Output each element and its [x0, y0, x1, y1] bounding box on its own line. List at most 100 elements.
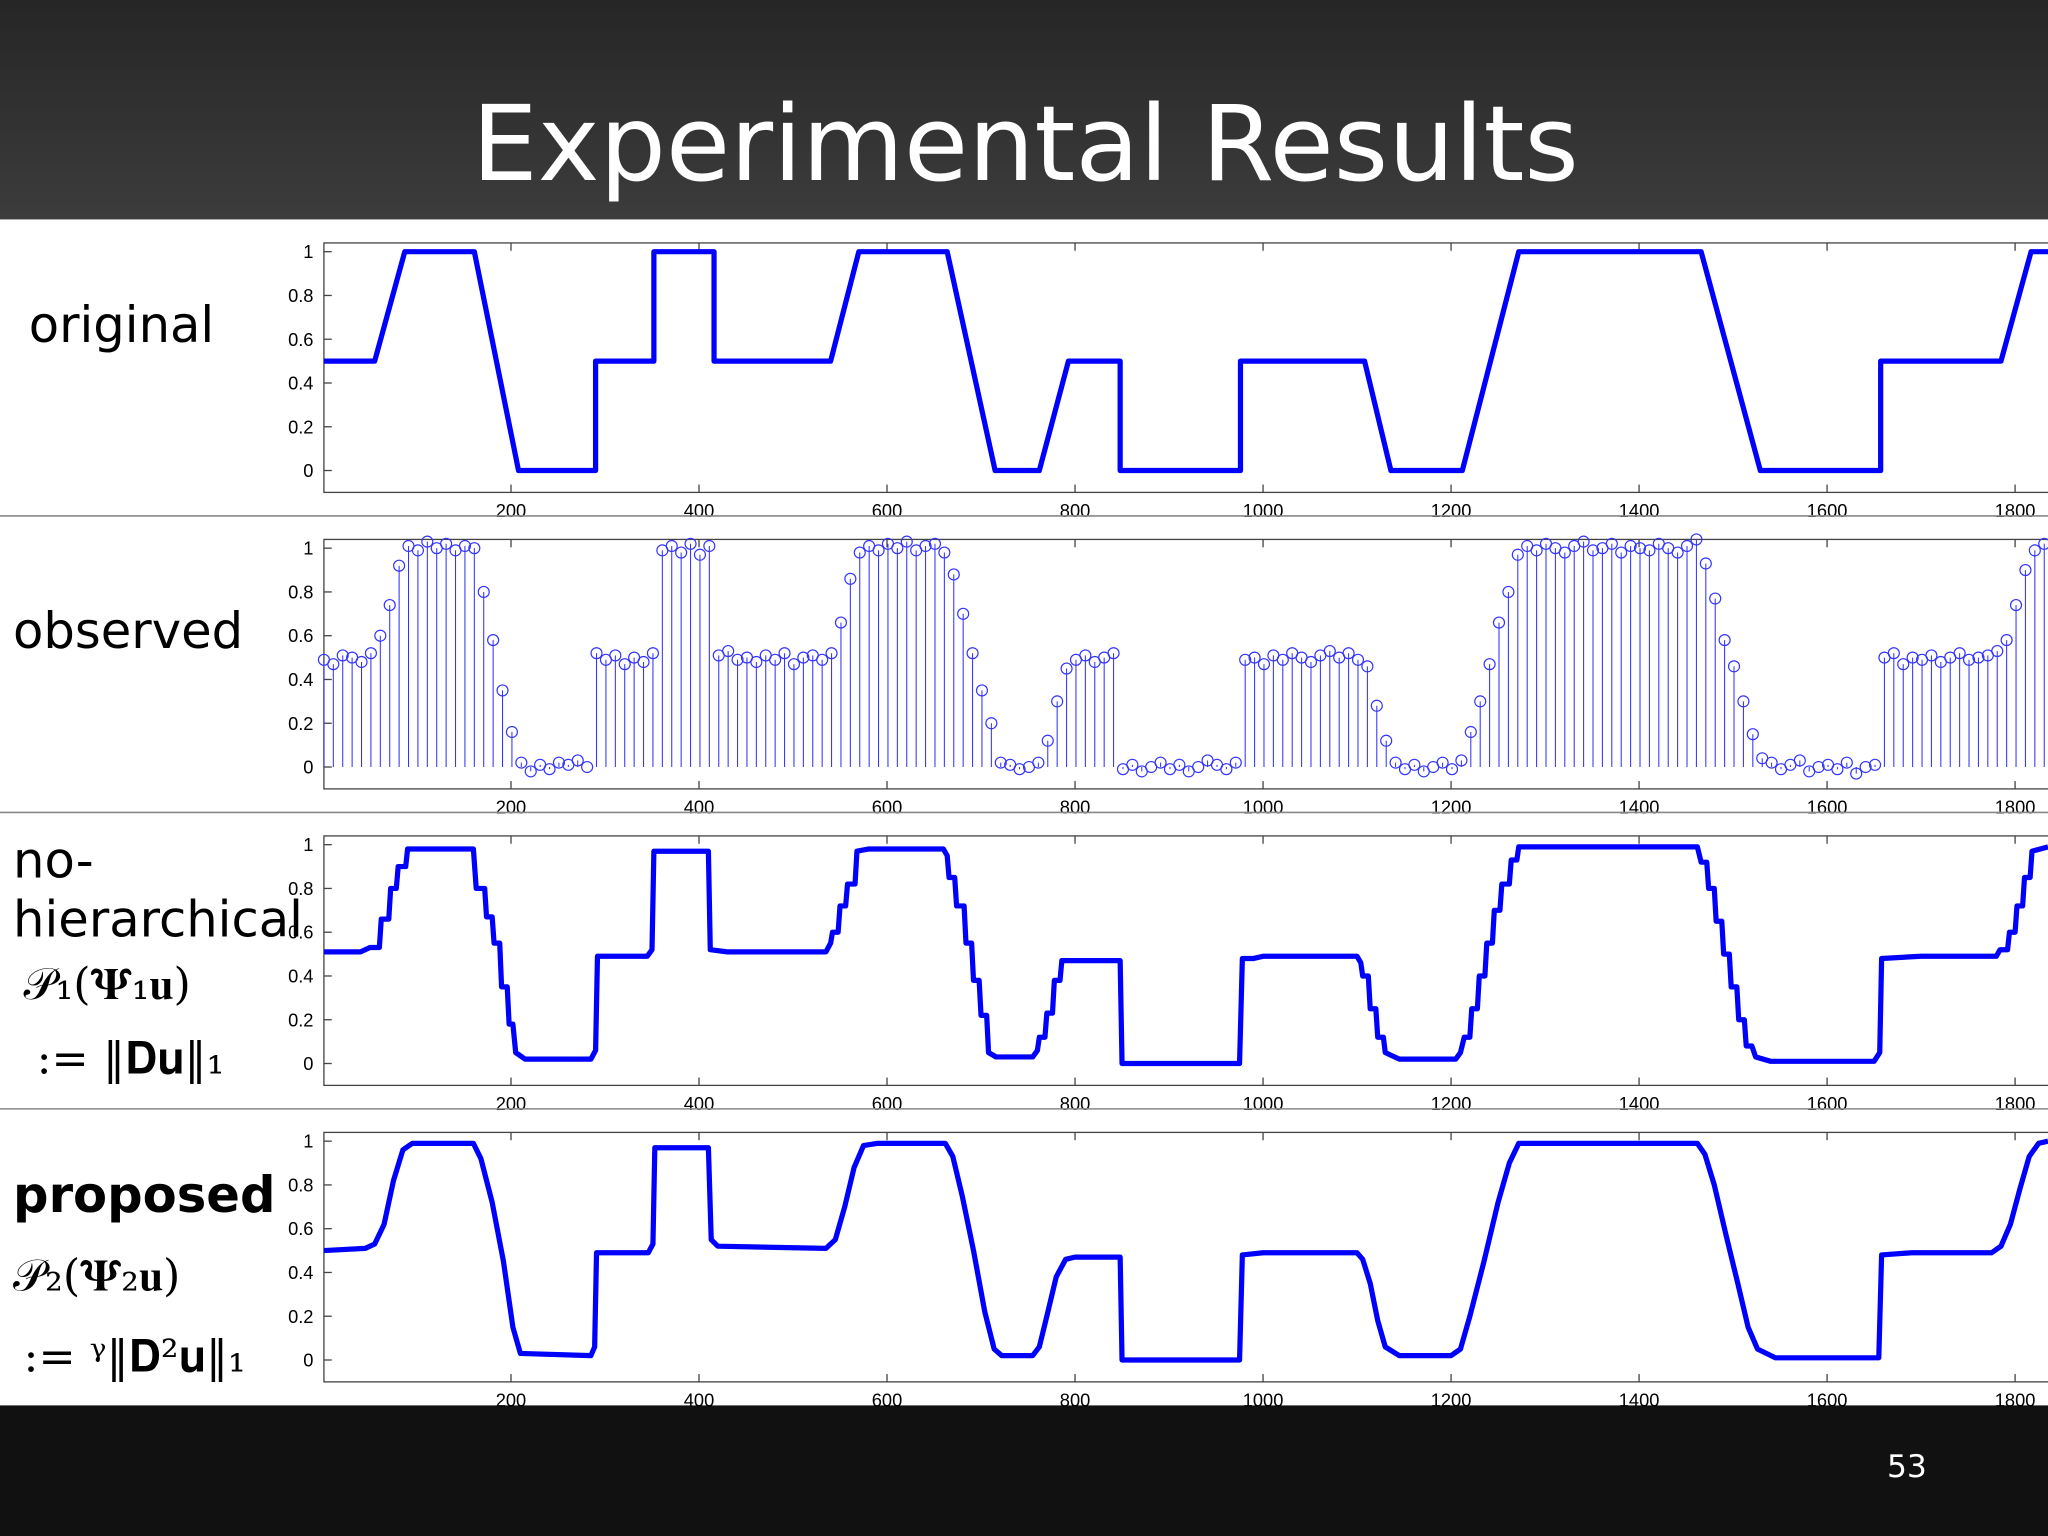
stem-marker [1361, 660, 1374, 673]
stem-marker [1850, 767, 1863, 780]
stem-marker [552, 756, 566, 769]
x-tick-label: 200 [496, 500, 526, 521]
stem-marker [1041, 734, 1054, 747]
stem-marker [2009, 599, 2023, 612]
stem-marker [891, 542, 904, 555]
y-tick-label: 0.2 [288, 1009, 313, 1030]
x-tick-label: 400 [684, 500, 714, 521]
stem-marker [797, 651, 810, 664]
signal-line [323, 844, 2048, 1067]
stem-marker [411, 544, 424, 557]
row-label: proposed [13, 1166, 275, 1224]
stem-marker [1925, 649, 1938, 662]
stem-marker [900, 535, 913, 548]
stem-marker [1173, 758, 1186, 771]
x-tick-label: 600 [872, 797, 902, 818]
stem-marker [458, 539, 472, 553]
stem-marker [1013, 763, 1026, 776]
y-tick-label: 1 [303, 834, 313, 855]
x-tick-label: 1200 [1431, 1390, 1472, 1411]
stem-marker [1342, 647, 1355, 660]
stem-marker [919, 539, 932, 553]
stem-marker [364, 647, 377, 660]
stem-marker [1492, 616, 1506, 629]
stem-marker [440, 537, 453, 550]
stem-marker [853, 546, 866, 559]
stem-marker [778, 647, 791, 660]
y-tick-label: 0.2 [288, 713, 313, 734]
stem-marker [834, 616, 848, 629]
stem-marker [393, 559, 406, 572]
stem-marker [590, 647, 603, 660]
stem-marker [966, 647, 979, 660]
y-tick-label: 0.8 [288, 878, 313, 899]
x-tick-label: 800 [1060, 1093, 1090, 1114]
stem-marker [1906, 651, 1919, 664]
stem-marker [1464, 725, 1477, 739]
x-tick-label: 1400 [1619, 500, 1660, 521]
stem-marker [1624, 539, 1637, 553]
stem-marker [994, 756, 1007, 769]
signal-line [323, 249, 2048, 474]
x-tick-label: 800 [1060, 1390, 1090, 1411]
stem-marker [1126, 758, 1139, 771]
stem-marker [665, 539, 678, 553]
stem-marker [1239, 653, 1252, 666]
y-tick-label: 0.2 [288, 1306, 313, 1327]
y-tick-label: 0.8 [288, 581, 313, 602]
stem-marker [1060, 662, 1073, 675]
x-tick-label: 1800 [1995, 1093, 2036, 1114]
stem-marker [571, 754, 584, 767]
plot-area [323, 1131, 2048, 1383]
stem-marker [609, 649, 622, 662]
stem-marker [957, 607, 970, 620]
row-label: original [29, 296, 215, 354]
y-tick-label: 0.4 [288, 373, 313, 394]
stem-marker [1257, 658, 1271, 671]
stem-marker [2000, 634, 2013, 647]
y-tick-label: 0.4 [288, 669, 313, 690]
stem-marker [1615, 546, 1628, 559]
x-tick-label: 1000 [1243, 1390, 1284, 1411]
stem-marker [1831, 763, 1844, 776]
stem-marker [336, 649, 349, 662]
x-tick-label: 1800 [1995, 500, 2036, 521]
stem-marker [1840, 756, 1853, 769]
x-tick-label: 800 [1060, 500, 1090, 521]
y-tick-label: 0.4 [288, 1262, 313, 1283]
stem-marker [1765, 756, 1778, 769]
stem-marker [1474, 695, 1487, 708]
row-label: observed [13, 602, 243, 660]
stem-marker [1380, 734, 1393, 747]
stem-marker [1643, 544, 1656, 557]
y-tick-label: 0.2 [288, 416, 313, 437]
stem-marker [816, 653, 829, 666]
stem-marker [1032, 756, 1045, 769]
stem-marker [1558, 546, 1571, 559]
stem-marker [693, 548, 707, 561]
stem-marker [1455, 754, 1468, 767]
stem-marker [1445, 763, 1459, 776]
y-tick-label: 1 [303, 241, 313, 262]
x-tick-label: 1000 [1243, 1093, 1284, 1114]
x-tick-label: 1600 [1807, 1390, 1848, 1411]
y-tick-label: 0.4 [288, 966, 313, 987]
stem-marker [1962, 653, 1976, 666]
x-tick-label: 1600 [1807, 797, 1848, 818]
x-tick-label: 200 [496, 1093, 526, 1114]
x-tick-label: 600 [872, 1390, 902, 1411]
y-tick-label: 0.8 [288, 285, 313, 306]
x-tick-label: 1800 [1995, 1390, 2036, 1411]
stem-marker [1248, 651, 1261, 664]
stem-marker [1633, 542, 1647, 555]
x-tick-label: 1400 [1619, 797, 1660, 818]
stem-marker [1671, 546, 1684, 559]
stem-marker [1991, 644, 2004, 658]
stem-marker [637, 655, 650, 669]
x-tick-label: 200 [496, 797, 526, 818]
stem-marker [985, 717, 998, 730]
x-tick-label: 1000 [1243, 797, 1284, 818]
footer-band [0, 1405, 2048, 1536]
stem-marker [947, 568, 960, 581]
stem-marker [1793, 754, 1806, 767]
